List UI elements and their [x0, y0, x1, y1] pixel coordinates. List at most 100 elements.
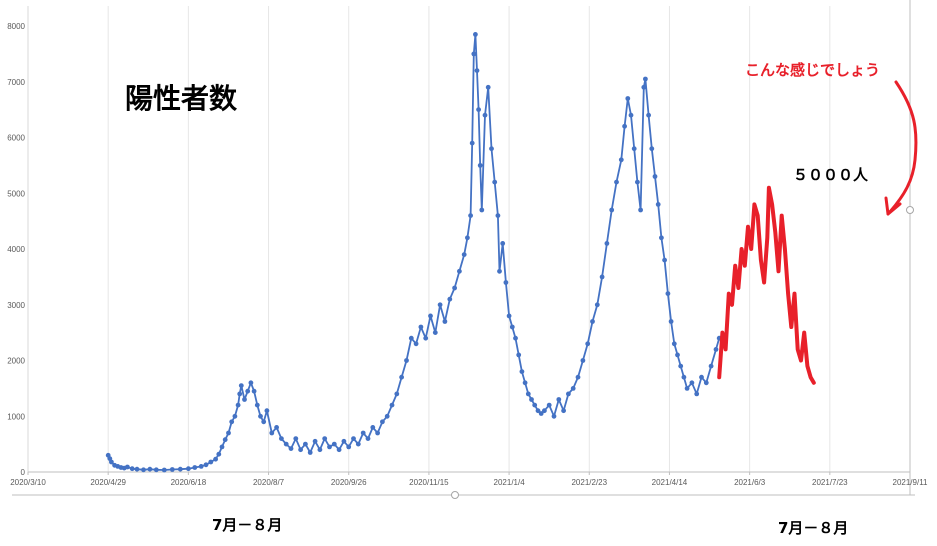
data-point [643, 76, 648, 82]
data-point [529, 397, 534, 402]
data-point [232, 413, 238, 419]
y-tick-label: 6000 [7, 134, 25, 143]
data-point [245, 388, 251, 394]
forecast-line [717, 185, 816, 385]
data-point [699, 374, 704, 380]
data-point [418, 324, 424, 330]
data-point [360, 430, 366, 436]
data-point [384, 413, 390, 419]
data-point [684, 386, 690, 391]
data-point [551, 413, 557, 419]
data-point [208, 459, 214, 465]
data-point [618, 157, 624, 163]
data-point [370, 425, 376, 430]
data-point [269, 430, 275, 436]
data-point [476, 107, 481, 112]
data-point [177, 466, 183, 472]
data-point [251, 388, 257, 394]
data-point [442, 319, 448, 324]
data-point [561, 408, 566, 414]
data-point [242, 397, 247, 402]
data-point [322, 436, 328, 441]
data-point [216, 451, 222, 457]
data-point [219, 444, 225, 450]
data-point [546, 402, 552, 408]
data-point [457, 268, 462, 274]
data-point [331, 441, 337, 447]
data-point [408, 335, 414, 341]
resize-handle-bottom[interactable] [451, 491, 459, 499]
x-tick-labels: 2020/3/10 2020/4/29 2020/6/18 2020/8/7 2020/… [10, 478, 928, 487]
data-point [713, 347, 719, 352]
data-point [355, 441, 361, 447]
data-point [570, 386, 576, 391]
y-tick-label: 2000 [7, 357, 25, 366]
data-point [479, 207, 485, 213]
resize-handle-right[interactable] [906, 206, 914, 214]
data-point [346, 444, 352, 450]
data-point [203, 462, 209, 468]
data-point [538, 411, 544, 416]
bottom-note-right: 7月－８月 [778, 519, 848, 537]
data-point [646, 112, 651, 118]
x-tick-label: 2021/1/4 [494, 478, 526, 487]
data-point [500, 241, 506, 246]
data-point [509, 324, 515, 330]
data-point [625, 96, 631, 101]
x-tick-label: 2021/6/3 [734, 478, 766, 487]
y-tick-label: 0 [21, 468, 26, 477]
data-point [542, 408, 547, 414]
data-point [274, 425, 279, 430]
data-point [432, 330, 438, 335]
data-point [689, 380, 695, 386]
overlay-layer [717, 80, 918, 385]
data-point [503, 280, 509, 285]
y-tick-label: 8000 [7, 22, 25, 31]
data-point [394, 391, 400, 397]
data-point [283, 441, 289, 447]
data-point [192, 465, 198, 470]
data-point [492, 179, 498, 185]
x-tick-label: 2020/3/10 [10, 478, 46, 487]
y-tick-labels: 0 1000 2000 3000 4000 5000 6000 7000 8000 [7, 22, 25, 477]
data-point [556, 397, 562, 402]
data-point [222, 437, 228, 443]
data-point [229, 419, 235, 425]
data-point [307, 450, 313, 455]
data-point [298, 447, 303, 453]
axes [12, 0, 915, 499]
x-tick-label: 2021/9/11 [893, 478, 929, 487]
data-point [628, 112, 634, 118]
data-point [469, 140, 475, 146]
data-point [312, 438, 318, 444]
data-point [109, 459, 114, 465]
x-tick-label: 2020/8/7 [253, 478, 285, 487]
data-point [389, 402, 395, 408]
data-point [317, 447, 323, 453]
data-point [413, 341, 419, 347]
data-point [638, 207, 643, 213]
data-point [248, 380, 254, 386]
chart-title: 陽性者数 [125, 82, 238, 115]
x-tick-label: 2021/4/14 [652, 478, 688, 487]
data-point [590, 319, 595, 324]
data-point [473, 32, 478, 37]
data-point [671, 341, 677, 347]
data-point [279, 436, 284, 441]
data-point [566, 391, 571, 397]
data-point [147, 466, 153, 472]
data-point [662, 257, 667, 263]
data-point [622, 123, 627, 129]
data-point [365, 436, 371, 441]
data-point [681, 374, 687, 380]
data-point [604, 241, 610, 246]
data-point [631, 146, 637, 152]
data-point [522, 380, 528, 386]
data-point [474, 68, 480, 73]
data-point [694, 391, 700, 397]
data-point [649, 146, 655, 152]
data-point [516, 352, 522, 358]
data-point [477, 163, 483, 168]
data-point [599, 274, 605, 280]
data-point [495, 213, 501, 219]
